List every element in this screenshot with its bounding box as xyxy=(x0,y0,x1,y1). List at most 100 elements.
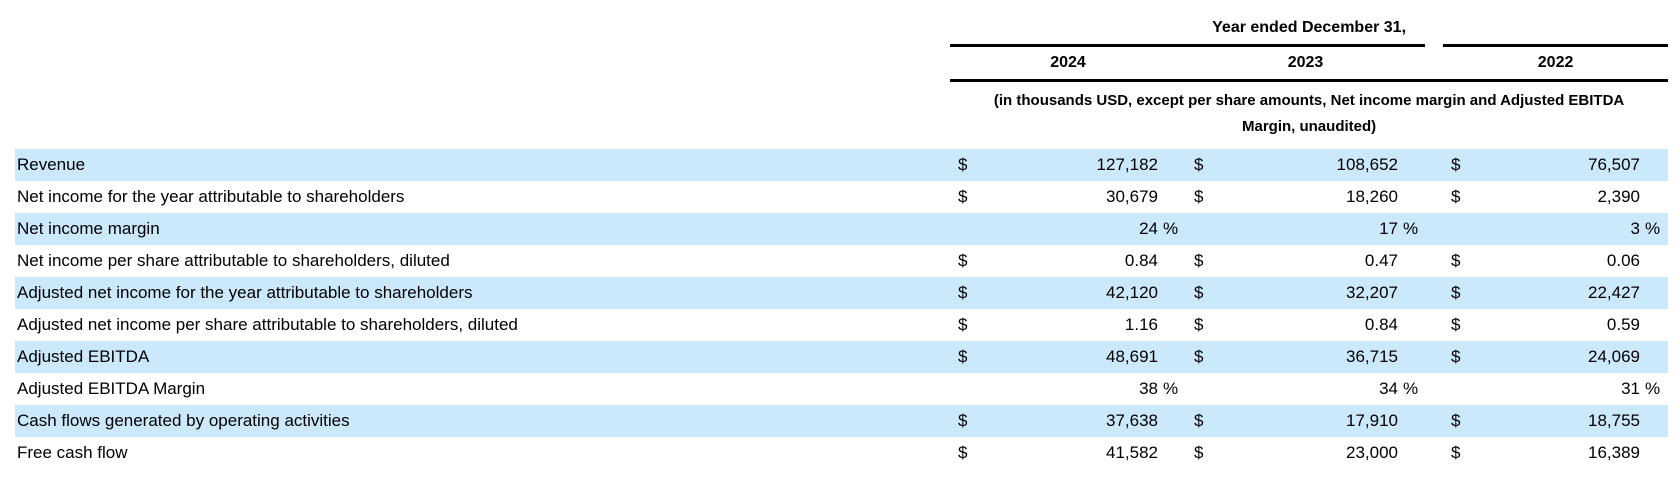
currency-cell-2022 xyxy=(1443,373,1473,405)
empty-label-cell xyxy=(15,47,950,79)
currency-cell-2022: $ xyxy=(1443,341,1473,373)
currency-cell-2022: $ xyxy=(1443,405,1473,437)
currency-cell-2024: $ xyxy=(958,251,968,270)
value-cell-2022: 0.06 xyxy=(1606,251,1640,270)
row-label: Net income per share attributable to sha… xyxy=(17,251,450,270)
percent-cell-2024 xyxy=(1158,181,1186,213)
value-cell-2024: 48,691 xyxy=(988,341,1158,373)
currency-cell-2024: $ xyxy=(950,149,988,181)
percent-cell-2023 xyxy=(1398,405,1425,437)
currency-cell-2023 xyxy=(1186,373,1224,405)
percent-cell-2022 xyxy=(1640,181,1668,213)
row-label: Adjusted EBITDA xyxy=(15,341,950,373)
value-cell-2024: 41,582 xyxy=(1106,443,1158,462)
percent-cell-2023 xyxy=(1398,181,1425,213)
currency-cell-2023: $ xyxy=(1194,187,1204,206)
percent-cell-2023 xyxy=(1398,149,1425,181)
table-row: Adjusted net income for the year attribu… xyxy=(15,277,1669,309)
percent-cell-2023 xyxy=(1398,341,1425,373)
table-row: Net income margin 24 % 17 % 3 % xyxy=(15,213,1669,245)
column-gap xyxy=(1425,437,1443,469)
column-gap xyxy=(1425,245,1443,277)
value-cell-2022: 0.59 xyxy=(1606,315,1640,334)
column-gap xyxy=(1425,181,1443,213)
years-row: 2024 2023 2022 xyxy=(15,47,1668,79)
table-row: Net income per share attributable to sha… xyxy=(15,245,1668,277)
currency-cell-2024: $ xyxy=(950,405,988,437)
years-underline-row xyxy=(15,79,1669,82)
percent-cell-2022 xyxy=(1640,245,1668,277)
value-cell-2022: 22,427 xyxy=(1473,277,1640,309)
value-cell-2024: 1.16 xyxy=(1124,315,1158,334)
percent-cell-2024: % xyxy=(1163,379,1179,398)
table-row: Adjusted EBITDA Margin 38 % 34 % 31 % xyxy=(15,373,1668,405)
units-note-line-1: (in thousands USD, except per share amou… xyxy=(993,92,1625,109)
currency-cell-2023: $ xyxy=(1186,405,1224,437)
value-cell-2024: 42,120 xyxy=(988,277,1158,309)
table-row: Net income for the year attributable to … xyxy=(15,181,1668,213)
column-gap xyxy=(1425,149,1443,181)
row-label: Adjusted net income for the year attribu… xyxy=(15,277,950,309)
value-cell-2022: 24,069 xyxy=(1473,341,1640,373)
value-cell-2023: 23,000 xyxy=(1346,443,1398,462)
row-label: Revenue xyxy=(15,149,950,181)
currency-cell-2024: $ xyxy=(950,341,988,373)
currency-cell-2022: $ xyxy=(1443,149,1473,181)
currency-cell-2024: $ xyxy=(958,187,968,206)
value-cell-2023: 36,715 xyxy=(1224,341,1398,373)
column-gap xyxy=(1425,341,1443,373)
value-cell-2023: 0.47 xyxy=(1364,251,1398,270)
column-gap xyxy=(1425,213,1443,245)
value-cell-2022: 16,389 xyxy=(1588,443,1640,462)
percent-cell-2024 xyxy=(1158,309,1186,341)
units-note: (in thousands USD, except per share amou… xyxy=(950,82,1668,149)
percent-cell-2024 xyxy=(1158,437,1186,469)
header-rule-left-segment xyxy=(950,44,1425,47)
value-cell-2024: 0.84 xyxy=(1124,251,1158,270)
currency-cell-2022: $ xyxy=(1451,443,1461,462)
currency-cell-2023: $ xyxy=(1194,443,1204,462)
percent-cell-2024 xyxy=(1158,245,1186,277)
percent-cell-2022 xyxy=(1640,437,1668,469)
currency-cell-2022: $ xyxy=(1451,251,1461,270)
value-cell-2023: 17 xyxy=(1224,213,1398,245)
value-cell-2023: 34 xyxy=(1379,379,1398,398)
financial-highlights-table: Year ended December 31, 2024 2023 2022 (… xyxy=(15,0,1669,469)
percent-cell-2022 xyxy=(1640,309,1668,341)
row-label: Net income for the year attributable to … xyxy=(17,187,405,206)
column-gap xyxy=(1425,373,1443,405)
currency-cell-2023: $ xyxy=(1194,251,1204,270)
percent-cell-2022 xyxy=(1640,405,1669,437)
currency-cell-2022: $ xyxy=(1451,315,1461,334)
percent-cell-2024 xyxy=(1158,405,1186,437)
value-cell-2022: 31 xyxy=(1621,379,1640,398)
value-cell-2024: 24 xyxy=(988,213,1158,245)
percent-cell-2023: % xyxy=(1398,213,1425,245)
empty-label-cell xyxy=(15,82,950,149)
row-label: Cash flows generated by operating activi… xyxy=(15,405,950,437)
value-cell-2024: 30,679 xyxy=(1106,187,1158,206)
percent-cell-2023 xyxy=(1398,277,1425,309)
units-note-line-2: Margin, unaudited) xyxy=(1241,118,1377,135)
column-gap xyxy=(1425,277,1443,309)
currency-cell-2024 xyxy=(950,373,988,405)
currency-cell-2022 xyxy=(1443,213,1473,245)
percent-cell-2023 xyxy=(1398,309,1425,341)
percent-cell-2022: % xyxy=(1645,379,1661,398)
currency-cell-2023: $ xyxy=(1186,149,1224,181)
column-gap xyxy=(1425,47,1443,79)
percent-cell-2024: % xyxy=(1158,213,1186,245)
period-header-row: Year ended December 31, xyxy=(15,0,1668,44)
value-cell-2024: 127,182 xyxy=(988,149,1158,181)
currency-cell-2023: $ xyxy=(1186,277,1224,309)
percent-cell-2023 xyxy=(1398,437,1425,469)
percent-cell-2022 xyxy=(1640,341,1669,373)
value-cell-2022: 18,755 xyxy=(1473,405,1640,437)
value-cell-2023: 108,652 xyxy=(1224,149,1398,181)
value-cell-2023: 32,207 xyxy=(1224,277,1398,309)
percent-cell-2023 xyxy=(1398,245,1425,277)
value-cell-2024: 37,638 xyxy=(988,405,1158,437)
percent-cell-2022: % xyxy=(1640,213,1669,245)
currency-cell-2024: $ xyxy=(950,277,988,309)
